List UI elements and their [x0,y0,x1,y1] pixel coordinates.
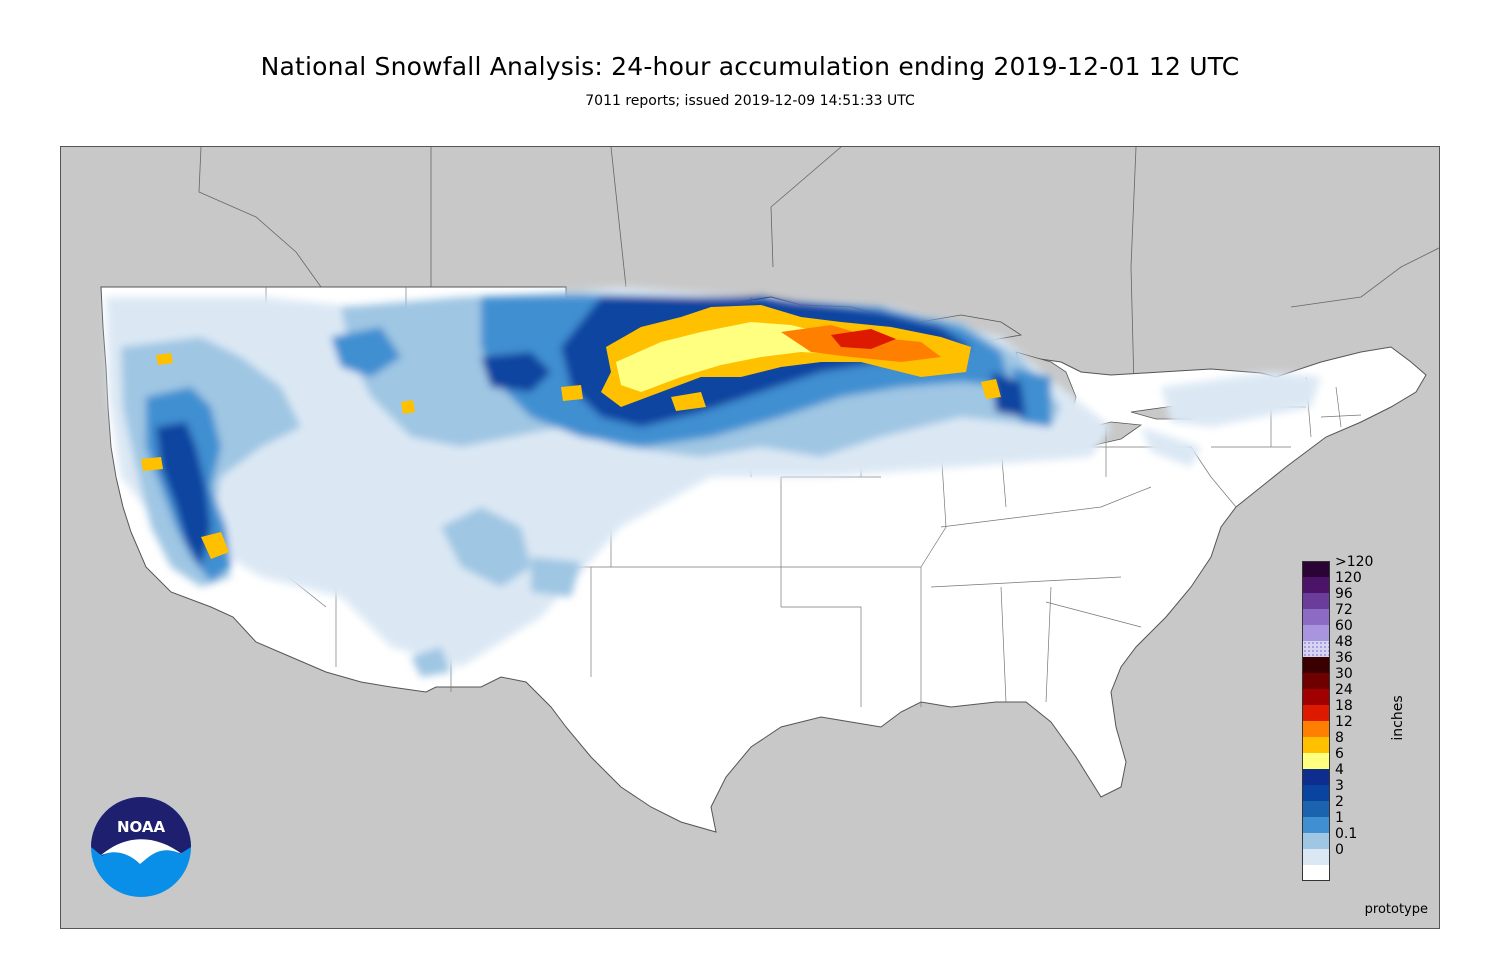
snowfall-map [60,146,1440,929]
legend-label: 1 [1335,810,1344,826]
legend-label: 60 [1335,618,1353,634]
legend-label: 0.1 [1335,826,1358,842]
legend-label: 3 [1335,778,1344,794]
map-title: National Snowfall Analysis: 24-hour accu… [260,52,1240,81]
legend-bin [1302,849,1330,865]
legend-bin [1302,737,1330,753]
legend-bin [1302,657,1330,673]
legend-label: 72 [1335,602,1353,618]
legend-label: 48 [1335,634,1353,650]
legend-label: 4 [1335,762,1344,778]
legend-label: 6 [1335,746,1344,762]
legend-bin [1302,785,1330,801]
legend-bin [1302,641,1330,657]
map-subtitle: 7011 reports; issued 2019-12-09 14:51:33… [585,93,915,109]
legend-bin [1302,753,1330,769]
legend-label: >120 [1335,554,1374,570]
legend-label: 96 [1335,586,1353,602]
prototype-label: prototype [1364,902,1428,917]
legend-label: 36 [1335,650,1353,666]
legend-bin [1302,865,1330,881]
legend-bin [1302,625,1330,641]
legend-bin [1302,689,1330,705]
legend-label: 120 [1335,570,1362,586]
legend-label: 8 [1335,730,1344,746]
legend-bin [1302,801,1330,817]
noaa-logo: NOAA [90,796,192,898]
legend-bin [1302,705,1330,721]
legend-bin [1302,817,1330,833]
legend-label: 2 [1335,794,1344,810]
legend-bin [1302,721,1330,737]
legend-bin [1302,673,1330,689]
legend-label: 24 [1335,682,1353,698]
map-canvas [61,147,1439,928]
noaa-logo-text: NOAA [117,818,166,836]
legend-label: 0 [1335,842,1344,858]
canada-boundaries [198,147,1439,388]
legend-bin [1302,609,1330,625]
legend-bin [1302,577,1330,593]
legend-label: 30 [1335,666,1353,682]
legend-units-label: inches [1390,695,1406,741]
legend-label: 18 [1335,698,1353,714]
legend-bin [1302,833,1330,849]
legend-label: 12 [1335,714,1353,730]
legend-bin [1302,593,1330,609]
legend-bin [1302,769,1330,785]
legend-bin [1302,561,1330,577]
heavy-snow-band [141,305,1001,559]
